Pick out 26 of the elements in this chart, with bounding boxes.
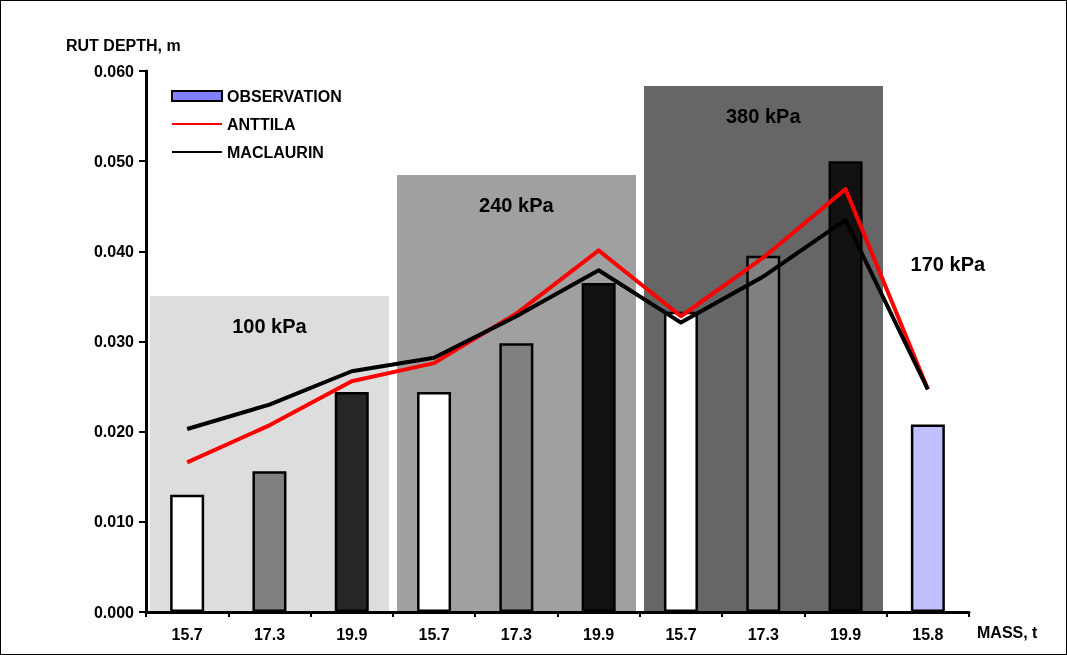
x-tick-label: 15.7 — [418, 625, 450, 643]
x-tick-label: 17.3 — [253, 625, 286, 643]
y-tick-label: 0.060 — [93, 62, 135, 80]
legend-label: OBSERVATION — [227, 87, 342, 105]
legend-label: MACLAURIN — [227, 143, 324, 161]
y-tick-label: 0.050 — [93, 152, 135, 170]
x-tick-label: 17.3 — [747, 625, 779, 643]
y-tick-label: 0.000 — [93, 603, 135, 621]
x-axis-title: MASS, t — [977, 623, 1039, 641]
x-tick-label: 19.9 — [829, 625, 862, 643]
annotation: 170 kPa — [910, 252, 986, 276]
x-tick-label: 15.7 — [665, 625, 697, 643]
x-tick-label: 19.9 — [336, 625, 368, 643]
y-tick-label: 0.020 — [93, 423, 135, 441]
y-tick-label: 0.040 — [93, 242, 135, 260]
y-tick-label: 0.010 — [93, 513, 135, 531]
annotation: 240 kPa — [479, 193, 554, 217]
x-tick-label: 15.7 — [171, 625, 203, 643]
x-tick-label: 17.3 — [500, 625, 533, 643]
x-tick-label: 19.9 — [583, 625, 615, 643]
legend-label: ANTTILA — [227, 115, 296, 133]
y-tick-label: 0.030 — [93, 333, 135, 350]
y-axis-title: RUT DEPTH, m — [66, 36, 181, 54]
x-tick-label: 15.8 — [912, 625, 944, 643]
annotation: 380 kPa — [725, 104, 801, 128]
annotation: 100 kPa — [232, 314, 307, 338]
